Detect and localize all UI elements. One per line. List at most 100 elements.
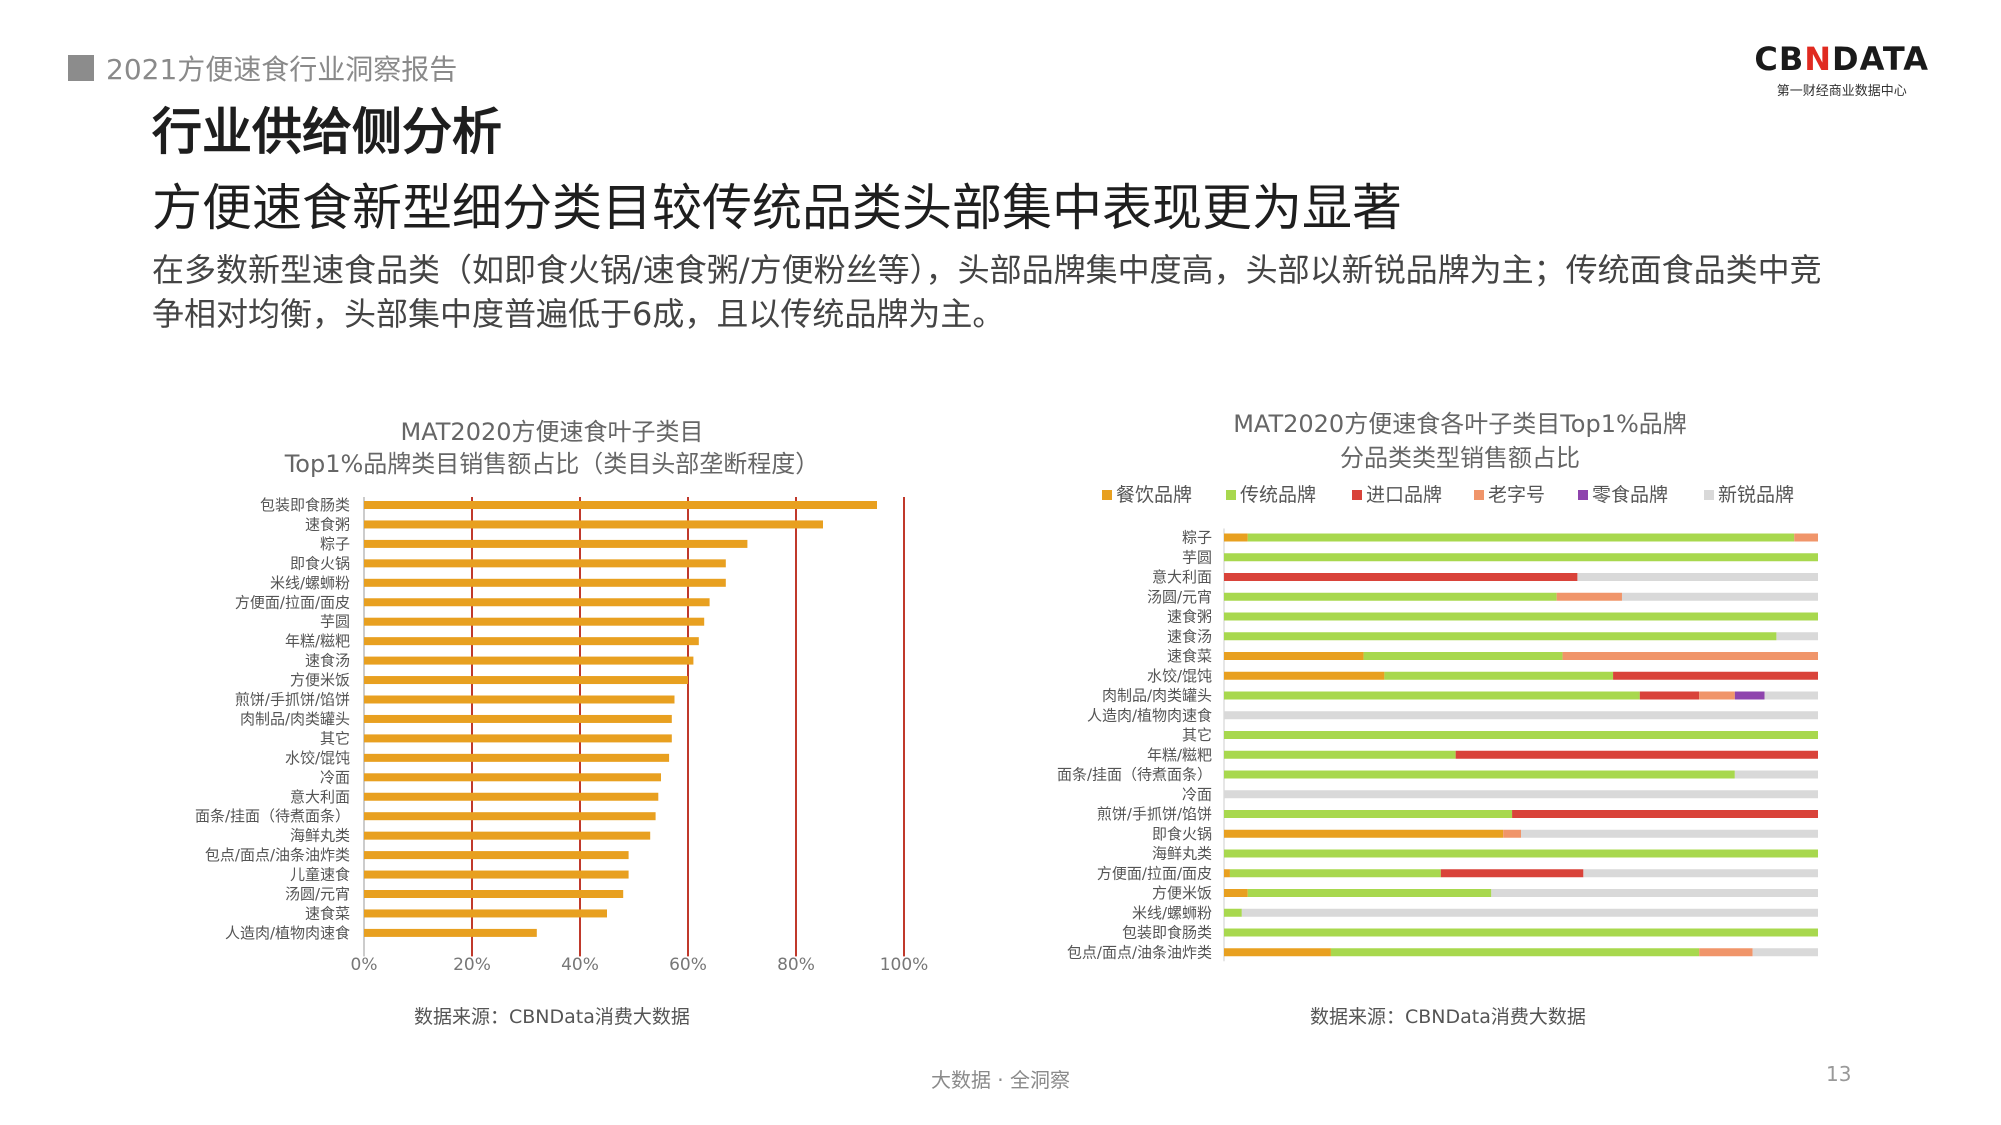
chart2-category-label: 粽子 [1182,529,1212,547]
chart2-bar-segment [1734,770,1818,779]
chart2-legend-swatch [1704,490,1714,500]
chart1-x-tick-label: 60% [669,955,707,975]
chart2-bar-segment [1224,632,1777,641]
chart2-bar-segment [1241,908,1818,917]
chart2-bar-segment [1699,691,1735,700]
chart2-bar-segment [1776,632,1818,641]
chart-top1-share: MAT2020方便速食叶子类目 Top1%品牌类目销售额占比（类目头部垄断程度） 0… [195,418,928,975]
chart2-bar-segment [1224,869,1230,878]
chart2-title: MAT2020方便速食各叶子类目Top1%品牌 [1233,410,1687,438]
cbndata-logo: CBNDATA 第一财经商业数据中心 [1754,40,1929,99]
chart2-bar-segment [1613,671,1818,680]
chart2-category-label: 米线/螺蛳粉 [1132,904,1212,922]
chart2-category-label: 意大利面 [1152,568,1212,586]
chart2-legend-label: 老字号 [1488,484,1545,506]
chart1-category-label: 方便面/拉面/面皮 [235,593,350,611]
chart1-category-label: 海鲜丸类 [290,827,350,845]
slide-description: 在多数新型速食品类（如即食火锅/速食粥/方便粉丝等），头部品牌集中度高，头部以新… [152,251,1822,333]
chart2-legend-swatch [1102,490,1112,500]
chart1-bar [364,870,629,879]
chart2-bar-segment [1224,612,1818,621]
chart2-bar-segment [1330,948,1700,957]
chart1-bar [364,812,656,821]
chart2-bar-segment [1621,592,1818,601]
chart1-category-label: 方便米饭 [290,671,350,689]
chart1-subtitle: Top1%品牌类目销售额占比（类目头部垄断程度） [284,450,820,478]
chart2-legend-swatch [1352,490,1362,500]
chart1-bar [364,928,537,937]
chart2-bar-segment [1224,711,1818,720]
chart1-bar [364,501,877,509]
chart1-bar [364,676,688,685]
chart2-bar-segment [1455,750,1818,759]
chart1-category-label: 人造肉/植物肉速食 [225,924,350,942]
chart2-category-label: 冷面 [1182,785,1212,803]
chart1-bar [364,753,670,762]
chart2-bar-segment [1440,869,1584,878]
chart1-category-label: 芋圆 [320,613,350,631]
chart1-bar [364,773,661,782]
chart1-bar [364,734,672,743]
chart2-bar-segment [1224,592,1557,601]
chart2-bar-segment [1752,948,1818,957]
chart2-bar-segment [1491,889,1818,897]
chart1-bar [364,792,659,801]
chart2-bar-segment [1384,671,1614,680]
chart2-bar-segment [1699,948,1753,957]
chart2-category-label: 包点/面点/油条油炸类 [1067,943,1212,961]
chart2-category-label: 汤圆/元宵 [1147,588,1212,606]
chart1-category-label: 水饺/馄饨 [285,749,350,767]
chart1-category-label: 儿童速食 [290,866,350,884]
chart2-bar-segment [1224,790,1818,799]
chart2-bar-segment [1224,691,1640,700]
chart2-category-label: 即食火锅 [1152,825,1212,843]
chart1-bar [364,695,675,704]
chart1-bar [364,656,694,665]
logo-wordmark: CBNDATA [1754,40,1929,78]
chart1-bar [364,890,624,898]
chart1-title: MAT2020方便速食叶子类目 [401,418,704,446]
chart2-bar-segment [1224,849,1818,858]
chart2-category-label: 包装即食肠类 [1122,924,1212,942]
chart1-category-label: 速食汤 [305,652,350,670]
footer-slogan: 大数据 · 全洞察 [930,1068,1071,1092]
chart1-category-label: 意大利面 [290,788,350,806]
chart2-bar-segment [1224,750,1456,759]
chart2-category-label: 芋圆 [1182,548,1212,566]
chart1-source: 数据来源：CBNData消费大数据 [414,1006,690,1028]
chart1-x-tick-label: 80% [777,955,815,975]
chart1-category-label: 包点/面点/油条油炸类 [205,846,350,864]
chart2-legend-swatch [1474,490,1484,500]
chart1-category-label: 煎饼/手抓饼/馅饼 [235,691,350,709]
chart2-subtitle: 分品类类型销售额占比 [1340,444,1580,472]
chart2-bar-segment [1247,533,1795,542]
chart2-bar-segment [1224,652,1364,660]
chart2-bar-segment [1224,553,1818,562]
page-number: 13 [1826,1062,1852,1086]
chart1-category-label: 速食菜 [305,904,350,922]
chart2-bar-segment [1224,810,1513,818]
chart1-category-label: 其它 [320,729,350,747]
chart2-bar-segment [1224,908,1242,917]
chart2-legend-swatch [1578,490,1588,500]
chart2-category-label: 煎饼/手抓饼/馅饼 [1097,805,1212,823]
chart2-category-label: 年糕/糍粑 [1147,746,1212,764]
logo-subtitle: 第一财经商业数据中心 [1776,84,1907,99]
chart2-bar-segment [1521,829,1818,838]
chart1-category-label: 即食火锅 [290,554,350,572]
chart1-category-label: 肉制品/肉类罐头 [240,710,350,728]
chart2-legend-label: 新锐品牌 [1718,484,1794,506]
chart2-category-label: 海鲜丸类 [1152,845,1212,863]
chart1-bar [364,851,629,860]
chart2-bar-segment [1224,928,1818,937]
chart1-category-label: 米线/螺蛳粉 [270,574,350,592]
chart2-category-label: 水饺/馄饨 [1147,667,1212,685]
chart1-category-label: 汤圆/元宵 [285,885,350,903]
chart2-source: 数据来源：CBNData消费大数据 [1310,1006,1586,1028]
chart2-legend-swatch [1226,490,1236,500]
chart2-bar-segment [1224,948,1331,957]
chart1-bar [364,578,726,587]
chart1-bar [364,559,726,568]
chart2-bar-segment [1224,770,1735,779]
